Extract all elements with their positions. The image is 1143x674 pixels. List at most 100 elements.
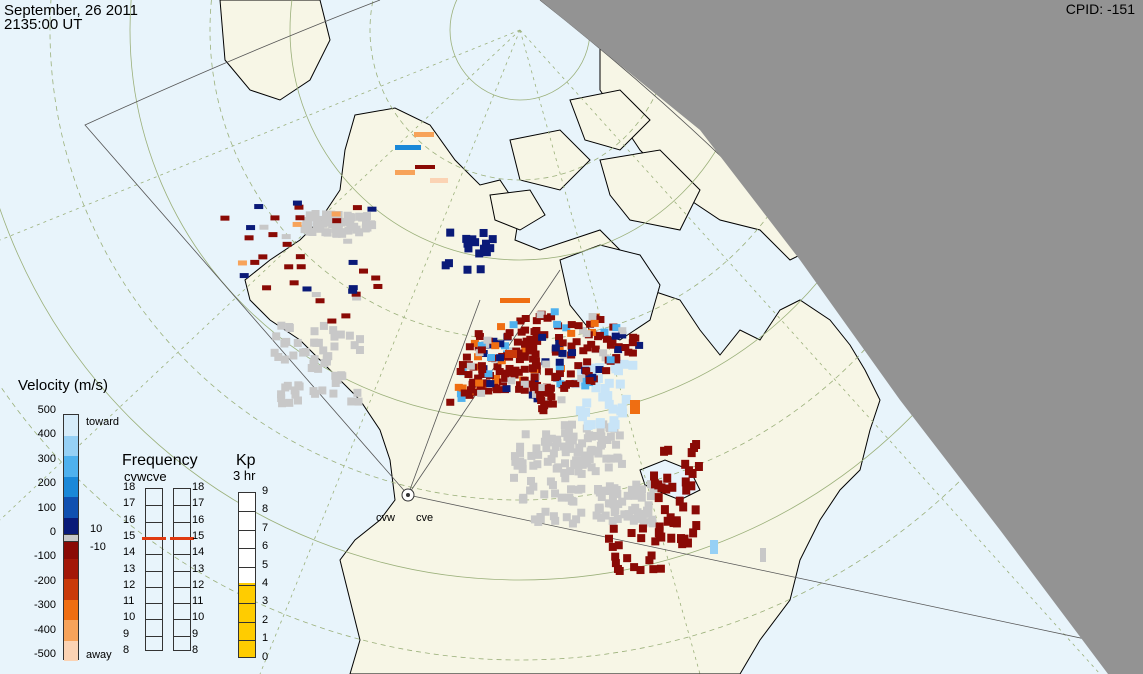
- scatter-cell: [538, 384, 547, 392]
- scatter-cell: [268, 232, 278, 238]
- scatter-cell: [315, 298, 325, 304]
- frequency-title: Frequency: [122, 452, 198, 469]
- scatter-cell: [628, 339, 637, 347]
- scatter-cell: [305, 213, 314, 222]
- velocity-color-step: [64, 538, 78, 559]
- scatter-cell: [530, 373, 539, 381]
- scatter-cell: [612, 354, 621, 362]
- scatter-cell: [621, 394, 631, 404]
- scatter-cell: [555, 334, 564, 342]
- scatter-cell: [331, 371, 340, 380]
- scatter-cell: [654, 493, 663, 503]
- scatter-cell: [507, 377, 516, 385]
- scatter-cell: [501, 342, 510, 350]
- scatter-cell: [609, 500, 618, 509]
- kp-gridline: [239, 603, 255, 605]
- scatter-cell: [456, 367, 465, 375]
- scatter-cell: [327, 318, 337, 324]
- scatter-cell: [510, 452, 519, 461]
- scatter-cell: [691, 505, 700, 515]
- scatter-cell: [528, 339, 537, 347]
- scatter-cell: [526, 380, 535, 388]
- scatter-cell: [567, 321, 576, 329]
- frequency-tick-label: 10: [192, 611, 205, 624]
- scatter-cell: [572, 338, 581, 346]
- kp-bar-frame: [238, 492, 256, 658]
- kp-tick-label: 7: [262, 521, 269, 534]
- scatter-cell: [614, 454, 623, 463]
- velocity-title: Velocity (m/s): [18, 377, 109, 394]
- scatter-cell: [529, 355, 538, 363]
- scatter-cell: [270, 348, 279, 357]
- scatter-cell: [596, 316, 605, 324]
- scatter-cell: [289, 280, 299, 286]
- scatter-cell: [591, 383, 601, 393]
- scatter-cell: [503, 332, 512, 340]
- scatter-cell: [619, 359, 629, 369]
- scatter-cell: [466, 362, 475, 370]
- scatter-cell: [561, 448, 570, 457]
- scatter-cell: [587, 365, 597, 375]
- scatter-cell: [466, 386, 475, 394]
- velocity-tick-label: 400: [37, 428, 56, 441]
- scatter-cell: [573, 448, 582, 457]
- scatter-cell: [591, 467, 600, 476]
- scatter-cell: [627, 529, 636, 538]
- scatter-cell: [562, 513, 571, 522]
- scatter-cell: [345, 331, 354, 340]
- scatter-cell: [363, 212, 372, 221]
- frequency-tick-label: 14: [123, 546, 136, 559]
- scatter-cell: [655, 531, 664, 541]
- scatter-cell: [239, 273, 249, 279]
- night-terminator: [540, 0, 1143, 674]
- scatter-cell: [542, 430, 551, 439]
- scatter-cell: [520, 386, 529, 394]
- frequency-subtitle: cvwcve: [124, 469, 167, 484]
- frequency-tick-label: 11: [192, 595, 204, 608]
- frequency-gridline: [146, 505, 162, 507]
- scatter-cell: [505, 364, 514, 372]
- scatter-cell: [348, 288, 358, 294]
- scatter-cell: [613, 564, 622, 573]
- velocity-color-step: [64, 620, 78, 641]
- scatter-cell: [608, 542, 617, 551]
- scatter-cell: [663, 473, 672, 483]
- scatter-cell: [630, 400, 640, 414]
- scatter-cell: [555, 358, 564, 366]
- scatter-cell: [441, 261, 450, 270]
- scatter-cell: [318, 386, 327, 395]
- scatter-cell: [610, 484, 619, 493]
- scatter-cell: [649, 484, 658, 493]
- scatter-cell: [304, 224, 313, 233]
- velocity-zero-band: [64, 534, 78, 542]
- scatter-cell: [281, 383, 290, 392]
- scatter-cell: [474, 330, 483, 338]
- kp-tick-label: 4: [262, 577, 269, 589]
- scatter-cell: [302, 217, 311, 226]
- scatter-cell: [493, 363, 502, 371]
- scatter-cell: [687, 448, 696, 458]
- frequency-tick-label: 17: [123, 497, 136, 510]
- frequency-tick-label: 12: [123, 578, 136, 591]
- scatter-cell: [604, 399, 614, 409]
- scatter-cell: [446, 228, 455, 237]
- scatter-cell: [621, 344, 630, 352]
- scatter-cell: [575, 406, 585, 416]
- scatter-cell: [501, 374, 510, 382]
- scatter-cell: [608, 404, 618, 414]
- scatter-cell: [608, 337, 617, 345]
- scatter-cell: [624, 348, 633, 356]
- scatter-cell: [610, 420, 620, 430]
- scatter-cell: [587, 463, 596, 472]
- scatter-cell: [465, 343, 474, 351]
- scatter-cell: [319, 321, 328, 330]
- scatter-cell: [582, 367, 591, 375]
- scatter-cell: [687, 481, 696, 491]
- scatter-cell: [594, 449, 603, 458]
- scatter-cell: [562, 324, 571, 332]
- frequency-bar-cve: [170, 488, 194, 651]
- scatter-cell: [476, 265, 485, 274]
- kp-tick-label: 3: [262, 595, 269, 608]
- frequency-gridline: [146, 635, 162, 637]
- scatter-cell: [246, 225, 256, 231]
